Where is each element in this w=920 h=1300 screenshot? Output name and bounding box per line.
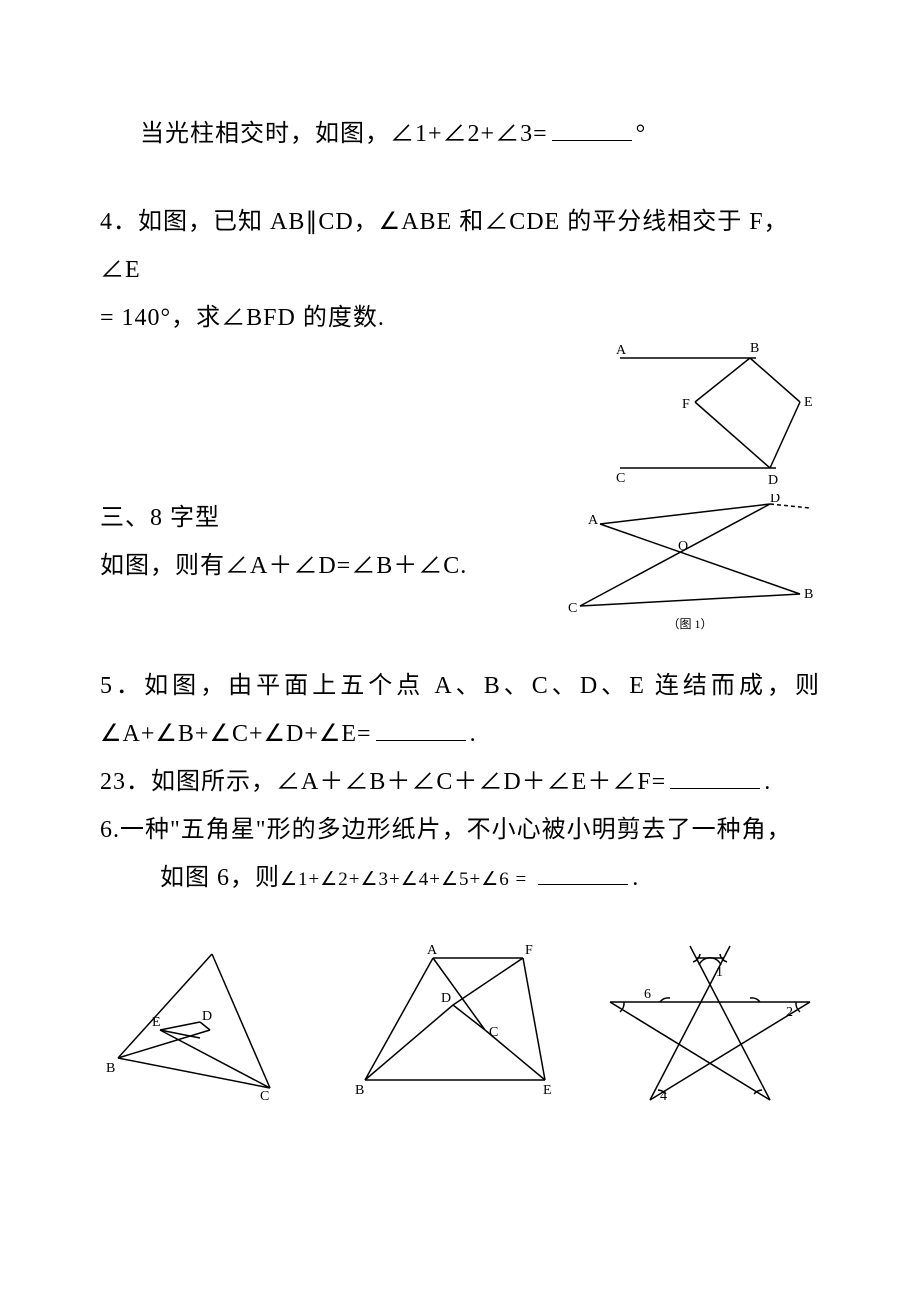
fig23-label-c: C [489,1025,498,1040]
q5-number: 5． [100,673,144,699]
q4-label-b: B [750,341,759,356]
q4-label-a: A [616,343,627,358]
sec3-caption: （图 1） [667,617,712,631]
fig6-label-4: 4 [660,1089,667,1104]
q23-period: . [764,769,771,795]
q4-label-d: D [768,473,778,488]
q4-text-b: = 140°，求∠BFD 的度数. [100,305,385,331]
q6-text-b: 如图 6，则 [160,865,280,891]
fig5-label-c: C [260,1089,269,1100]
q4-text-a: 如图，已知 AB∥CD，∠ABE 和∠CDE 的平分线相交于 F，∠E [100,209,789,283]
q4-label-e: E [804,395,813,410]
fig23-label-b: B [355,1083,364,1098]
fig6-label-1: 1 [716,965,723,980]
q5-period: . [470,721,477,747]
sec3-title: 三、8 字型 [100,494,560,542]
q6-expr: ∠1+∠2+∠3+∠4+∠5+∠6 = [280,869,527,890]
sec3-label-d: D [770,494,780,506]
intro-degree: ° [636,121,647,147]
q6-number: 6. [100,817,120,843]
fig23-label-a: A [427,943,438,958]
fig23-label-e: E [543,1083,552,1098]
q4-figure: A B C D E F [600,338,820,488]
fig6-label-2: 2 [786,1005,793,1020]
fig6-label-6: 6 [644,987,651,1002]
q5-text-a: 如图，由平面上五个点 A、B、C、D、E 连结而成，则 [144,673,820,699]
sec3-label-a: A [588,513,599,528]
q5-figure: E D B C [100,940,300,1100]
q6-figure: 6 1 2 4 [600,940,820,1110]
q23-blank [670,762,760,789]
q23-number: 23． [100,769,151,795]
fig5-label-e: E [152,1015,161,1030]
q23-figure: A F B E D C [345,940,555,1100]
fig5-label-d: D [202,1009,212,1024]
intro-blank [552,114,632,141]
q23-text: 如图所示，∠A＋∠B＋∠C＋∠D＋∠E＋∠F= [151,769,666,795]
q6-text-a: 一种"五角星"形的多边形纸片，不小心被小明剪去了一种角， [120,817,792,843]
sec3-figure: A B C D O （图 1） [560,494,820,634]
q5-blank [376,714,466,741]
fig23-label-f: F [525,943,533,958]
q4-number: 4． [100,209,138,235]
q6-period: . [632,865,639,891]
fig23-label-d: D [441,991,451,1006]
fig5-label-b: B [106,1061,115,1076]
sec3-text: 如图，则有∠A＋∠D=∠B＋∠C. [100,542,560,590]
sec3-label-c: C [568,601,577,616]
sec3-label-b: B [804,587,813,602]
intro-text: 当光柱相交时，如图，∠1+∠2+∠3= [140,121,548,147]
sec3-label-o: O [678,539,688,554]
q5-text-b: ∠A+∠B+∠C+∠D+∠E= [100,721,372,747]
q4-label-c: C [616,471,625,486]
q6-blank [538,858,628,885]
q4-label-f: F [682,397,690,412]
